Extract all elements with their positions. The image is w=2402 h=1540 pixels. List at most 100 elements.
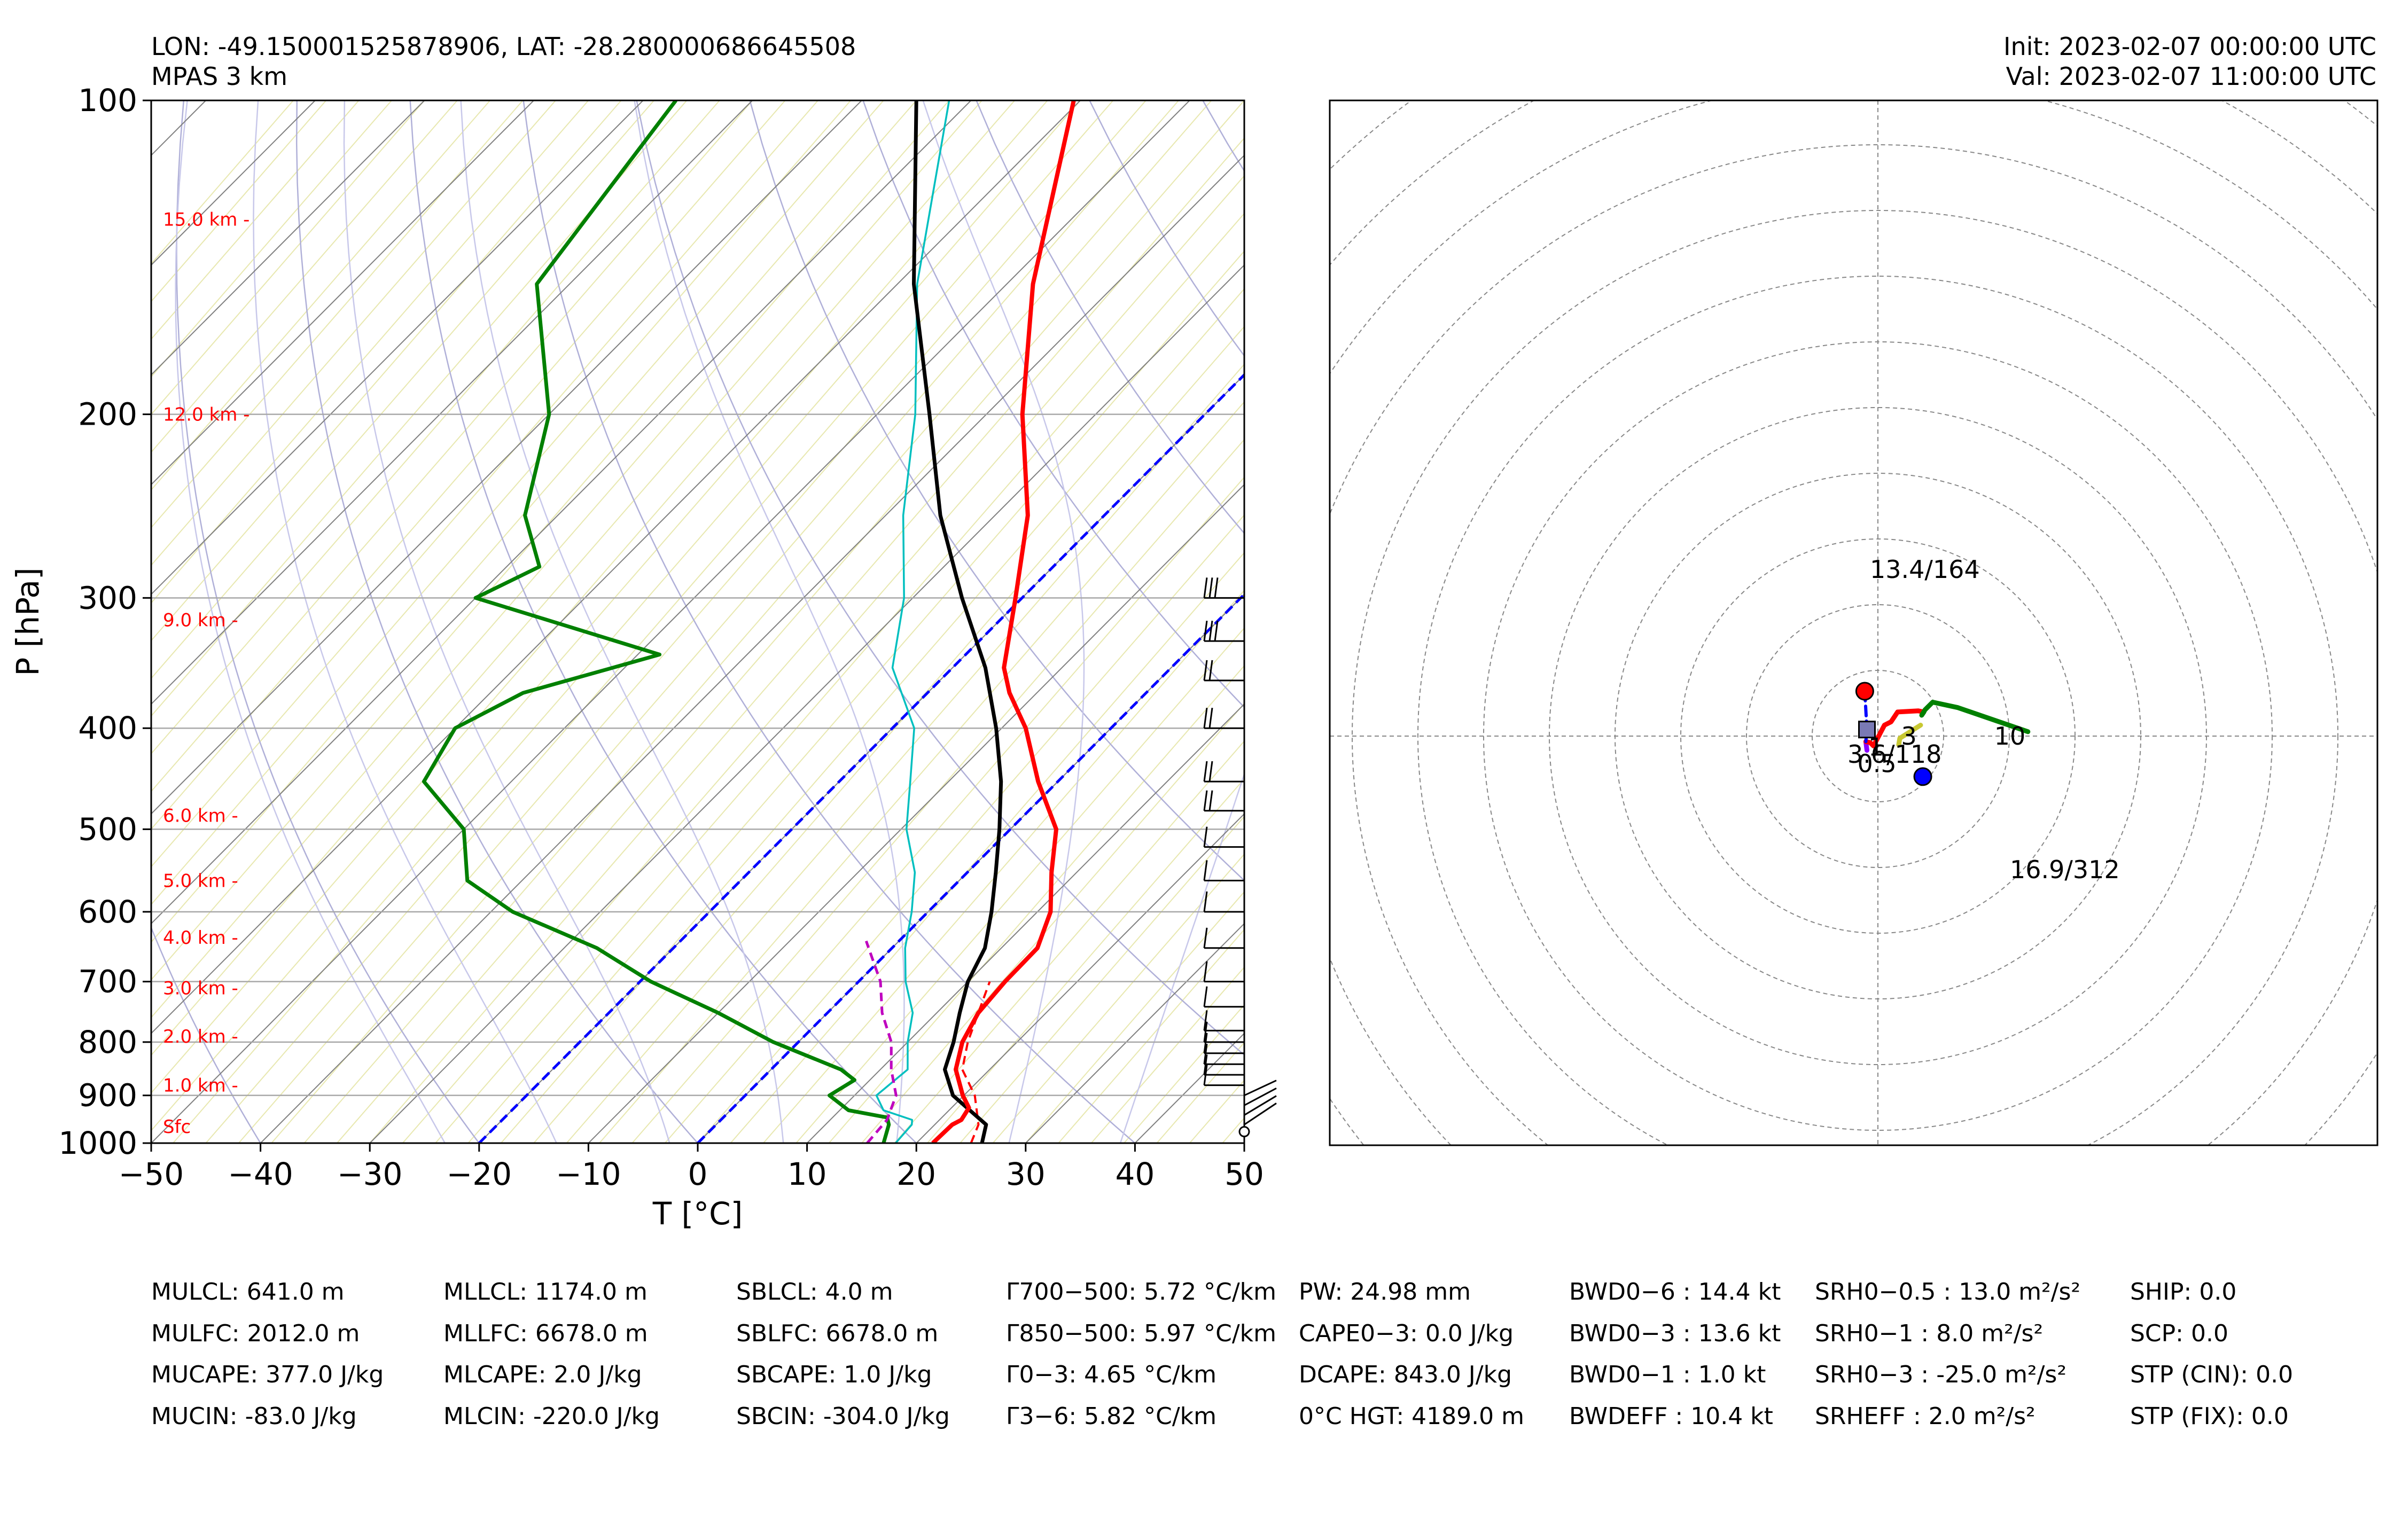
barb-flag <box>1203 826 1208 847</box>
wind-barb <box>1244 1095 1277 1116</box>
wind-barb <box>1203 708 1244 729</box>
index-value: SBLCL: 4.0 m <box>736 1278 893 1306</box>
y-tick-label: 500 <box>78 811 137 847</box>
mixing-ratio-line <box>467 250 1244 1143</box>
model-header: MPAS 3 km <box>151 62 288 91</box>
mixing-ratio-line <box>1288 100 2195 1143</box>
location-header: LON: -49.150001525878906, LAT: -28.28000… <box>151 32 856 61</box>
barb-flag <box>1203 891 1208 912</box>
mixing-ratio-line <box>369 137 1244 1143</box>
isotherm <box>151 100 862 815</box>
mixing-ratio-line <box>1156 1042 1244 1143</box>
dry-air-dewpoint-line <box>422 100 891 1143</box>
hodograph-height-label: 0.5 <box>1858 749 1897 778</box>
dry-adiabat <box>1429 100 2402 1165</box>
hodograph-height-label: 1 <box>1868 733 1884 762</box>
x-tick-label: 10 <box>787 1156 827 1192</box>
barb-flag <box>1203 961 1208 982</box>
height-label: 5.0 km - <box>163 870 238 892</box>
hodograph-segment <box>1863 708 1927 748</box>
moist-adiabat <box>253 100 558 1143</box>
x-tick-label: −40 <box>228 1156 293 1192</box>
height-label: 6.0 km - <box>163 806 238 827</box>
dewpoint-line <box>875 100 950 1143</box>
dry-adiabat <box>636 100 1244 1056</box>
mixing-ratio-line <box>151 100 524 529</box>
index-value: SBCAPE: 1.0 J/kg <box>736 1361 932 1388</box>
x-tick-label: 50 <box>1225 1156 1264 1192</box>
y-tick-label: 700 <box>78 964 137 1000</box>
index-value: MUCIN: -83.0 J/kg <box>151 1402 357 1430</box>
y-tick-label: 300 <box>78 580 137 616</box>
mixing-ratio-line <box>664 476 1244 1143</box>
parcel-line <box>912 100 1003 1143</box>
height-label: 9.0 km - <box>163 610 238 631</box>
wind-barb <box>1244 1087 1277 1106</box>
mixing-ratio-line <box>151 100 327 302</box>
isotherm <box>151 100 425 376</box>
mean-wind-label: 3.6/118 <box>1847 740 1941 769</box>
dry-adiabat <box>1089 100 1244 357</box>
mixing-ratio-line <box>1124 1004 1244 1143</box>
mixing-ratio-line <box>631 439 1244 1143</box>
hodograph-height-label: 10 <box>1994 722 2026 751</box>
index-value: BWD0−6 : 14.4 kt <box>1569 1278 1781 1306</box>
mixing-ratio-line <box>205 100 1114 1143</box>
mixing-ratio-line <box>151 100 1048 1131</box>
index-value: Γ0−3: 4.65 °C/km <box>1006 1361 1217 1388</box>
storm-motion-marker <box>1913 767 1932 786</box>
index-value: 0°C HGT: 4189.0 m <box>1299 1402 1524 1430</box>
height-label: 2.0 km - <box>163 1026 238 1047</box>
init-time: Init: 2023-02-07 00:00:00 UTC <box>2003 32 2376 61</box>
index-value: MLLCL: 1174.0 m <box>443 1278 648 1306</box>
x-tick-label: 20 <box>896 1156 936 1192</box>
hodograph-ring <box>1417 276 2338 1145</box>
isotherm <box>806 703 1244 1143</box>
index-value: BWD0−3 : 13.6 kt <box>1569 1319 1781 1347</box>
index-value: MULFC: 2012.0 m <box>151 1319 360 1347</box>
x-tick-label: −30 <box>337 1156 402 1192</box>
mixing-ratio-line <box>533 325 1244 1143</box>
downdraft-line <box>864 940 898 1143</box>
wind-barb <box>1244 1080 1277 1097</box>
index-value: STP (CIN): 0.0 <box>2130 1361 2294 1388</box>
virtual-temperature-line <box>961 981 991 1143</box>
barb-flag <box>1208 761 1213 782</box>
height-label: 4.0 km - <box>163 927 238 949</box>
wind-barb <box>1203 660 1244 682</box>
wind-barb <box>1203 927 1244 949</box>
hodograph-height-label: 3 <box>1901 722 1917 751</box>
index-value: MUCAPE: 377.0 J/kg <box>151 1361 384 1388</box>
barb-staff <box>1244 1095 1277 1116</box>
indices-column: MULCL: 641.0 m MULFC: 2012.0 m MUCAPE: 377… <box>151 1271 384 1437</box>
barb-flag <box>1203 1033 1208 1053</box>
moist-adiabat <box>460 100 784 1143</box>
mixing-ratio-line <box>337 100 1244 1143</box>
barb-flag <box>1203 577 1208 598</box>
isotherm <box>151 100 972 925</box>
barb-flag <box>1208 790 1213 811</box>
wind-barb <box>1203 1010 1244 1031</box>
isotherm <box>151 100 1081 1034</box>
hodograph-segment <box>1919 700 2031 734</box>
y-tick-label: 100 <box>78 82 137 119</box>
hodograph-ring <box>1746 604 2010 868</box>
height-label: 1.0 km - <box>163 1075 238 1097</box>
mean-wind-marker <box>1858 721 1876 739</box>
index-value: MLLFC: 6678.0 m <box>443 1319 648 1347</box>
wind-barb <box>1203 790 1244 812</box>
wind-barb <box>1203 860 1244 881</box>
skewt-profiles: Sfc 1.0 km - 2.0 km - 3.0 km - 4.0 km - 5.0 k… <box>163 100 1076 1143</box>
dry-adiabat <box>1316 100 2402 1165</box>
mixing-ratio-line <box>151 100 852 905</box>
wind-barb <box>1203 1033 1244 1054</box>
isotherm <box>151 100 753 705</box>
indices-column: SHIP: 0.0 SCP: 0.0 STP (CIN): 0.0 STP (FIX)… <box>2130 1271 2293 1437</box>
wind-barb <box>1203 620 1244 642</box>
mixing-ratio-line <box>1222 1117 1244 1143</box>
wind-barb <box>1203 826 1244 848</box>
dry-adiabat <box>862 100 1244 708</box>
mixing-ratio-line <box>730 552 1244 1143</box>
index-value: SCP: 0.0 <box>2130 1319 2228 1347</box>
